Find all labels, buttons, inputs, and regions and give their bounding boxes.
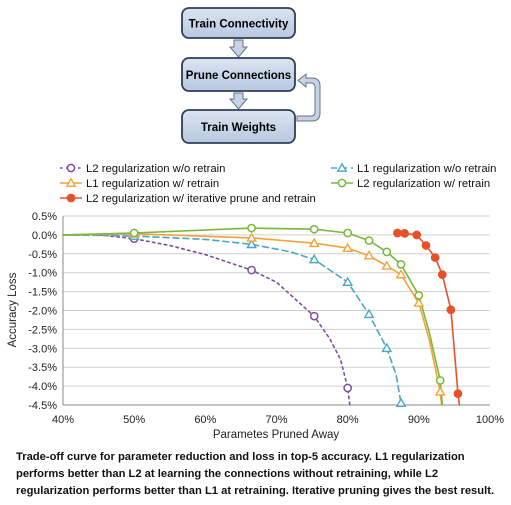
flow-arrow-down-1 — [228, 39, 249, 58]
series-line-0 — [62, 234, 351, 406]
flow-node-train-connectivity: Train Connectivity — [181, 7, 296, 39]
data-point — [434, 386, 446, 396]
data-point — [414, 291, 424, 300]
y-tick-label: -4.5% — [28, 400, 57, 412]
data-point — [246, 232, 257, 242]
series-line-2 — [62, 233, 443, 406]
data-point — [396, 260, 406, 269]
flow-node-label: Prune Connections — [186, 70, 291, 82]
data-point — [247, 223, 256, 233]
data-point — [246, 238, 257, 249]
series-markers — [128, 223, 463, 407]
data-point — [309, 224, 319, 234]
data-point — [413, 297, 425, 307]
y-tick-label: -3.5% — [28, 362, 57, 374]
y-tick-label: -2.0% — [28, 306, 57, 318]
data-point — [364, 236, 374, 245]
data-point — [363, 308, 375, 319]
flow-node-box — [181, 7, 296, 39]
legend-item: L2 regularization w/ iterative prune and… — [60, 193, 316, 205]
y-tick-label: -0.5% — [28, 249, 57, 261]
data-point — [381, 342, 393, 353]
legend-swatch-marker — [66, 163, 76, 173]
data-point — [308, 253, 320, 264]
y-tick-label: -3.0% — [28, 343, 57, 355]
legend-item: L1 regularization w/ retrain — [60, 177, 219, 190]
y-tick-label: 0.5% — [32, 211, 57, 223]
data-point — [309, 311, 319, 321]
series-line-3 — [62, 227, 444, 406]
y-tick-labels: 0.5% 0.0% -0.5% -1.0% -1.5% -2.0% -2.5% -3.0% -3… — [28, 211, 57, 412]
x-tick-labels: 40% 50% 60% 70% 80% 90% 100% — [52, 414, 504, 426]
flow-node-label: Train Connectivity — [189, 19, 289, 31]
flow-arrow-down-2 — [228, 92, 249, 110]
data-point — [446, 305, 456, 315]
legend-label: L2 regularization w/ iterative prune and… — [86, 193, 316, 205]
data-point — [395, 268, 407, 279]
x-tick-label: 40% — [52, 414, 74, 426]
data-point — [453, 389, 463, 399]
legend-swatch-marker — [336, 162, 348, 172]
x-tick-label: 50% — [123, 414, 145, 426]
data-point — [342, 242, 354, 252]
data-point — [382, 247, 392, 257]
data-point — [430, 253, 440, 262]
data-point — [343, 383, 353, 393]
data-point — [435, 376, 445, 385]
x-tick-label: 80% — [337, 414, 359, 426]
data-point — [412, 230, 422, 240]
x-tick-label: 90% — [408, 414, 430, 426]
data-point — [247, 265, 256, 275]
legend-item: L1 regularization w/o retrain — [331, 162, 496, 175]
flow-loop-arrow — [296, 72, 321, 122]
chart: 0.5% 0.0% -0.5% -1.0% -1.5% -2.0% -2.5% -3.0% -3… — [7, 211, 504, 441]
data-point — [343, 228, 353, 238]
data-point — [400, 229, 409, 238]
figure-caption: Trade-off curve for parameter reduction … — [16, 451, 495, 497]
x-tick-label: 100% — [476, 414, 504, 426]
data-point — [393, 228, 402, 238]
flow-node-box — [181, 57, 296, 92]
y-tick-label: 0.0% — [32, 230, 57, 242]
legend-item: L2 regularization w/o retrain — [60, 163, 225, 175]
chart-legend: L2 regularization w/o retrain L1 regulari… — [60, 162, 496, 205]
legend-item: L2 regularization w/ retrain — [331, 178, 490, 190]
data-point — [437, 270, 447, 279]
data-point — [363, 250, 375, 260]
x-tick-label: 60% — [194, 414, 216, 426]
legend-label: L1 regularization w/o retrain — [357, 163, 496, 175]
legend-label: L2 regularization w/o retrain — [86, 163, 225, 175]
y-axis-label: Accuracy Loss — [7, 272, 19, 347]
y-tick-label: -1.0% — [28, 268, 57, 280]
data-point — [342, 276, 354, 286]
flow-node-prune-connections: Prune Connections — [181, 57, 296, 92]
data-point — [395, 397, 407, 407]
series-line-4 — [396, 232, 461, 406]
flow-diagram: Train Connectivity Prune Connections Tra… — [181, 7, 321, 144]
flow-node-box — [181, 109, 296, 144]
data-point — [129, 228, 139, 238]
flow-node-label: Train Weights — [201, 122, 276, 134]
legend-swatch-marker — [65, 177, 77, 187]
x-tick-label: 70% — [265, 414, 287, 426]
legend-label: L1 regularization w/ retrain — [86, 178, 219, 190]
y-tick-label: -4.0% — [28, 381, 57, 393]
legend-swatch-marker — [66, 193, 76, 203]
y-tick-label: -2.5% — [28, 324, 57, 336]
data-point — [421, 241, 431, 250]
legend-swatch-marker — [337, 178, 347, 188]
legend-label: L2 regularization w/ retrain — [357, 178, 490, 190]
series-lines — [62, 227, 461, 406]
data-point — [381, 260, 393, 270]
y-tick-label: -1.5% — [28, 287, 57, 299]
data-point — [308, 237, 320, 248]
series-line-1 — [62, 234, 403, 406]
x-axis-label: Parametes Pruned Away — [213, 429, 340, 441]
flow-node-train-weights: Train Weights — [181, 109, 296, 144]
